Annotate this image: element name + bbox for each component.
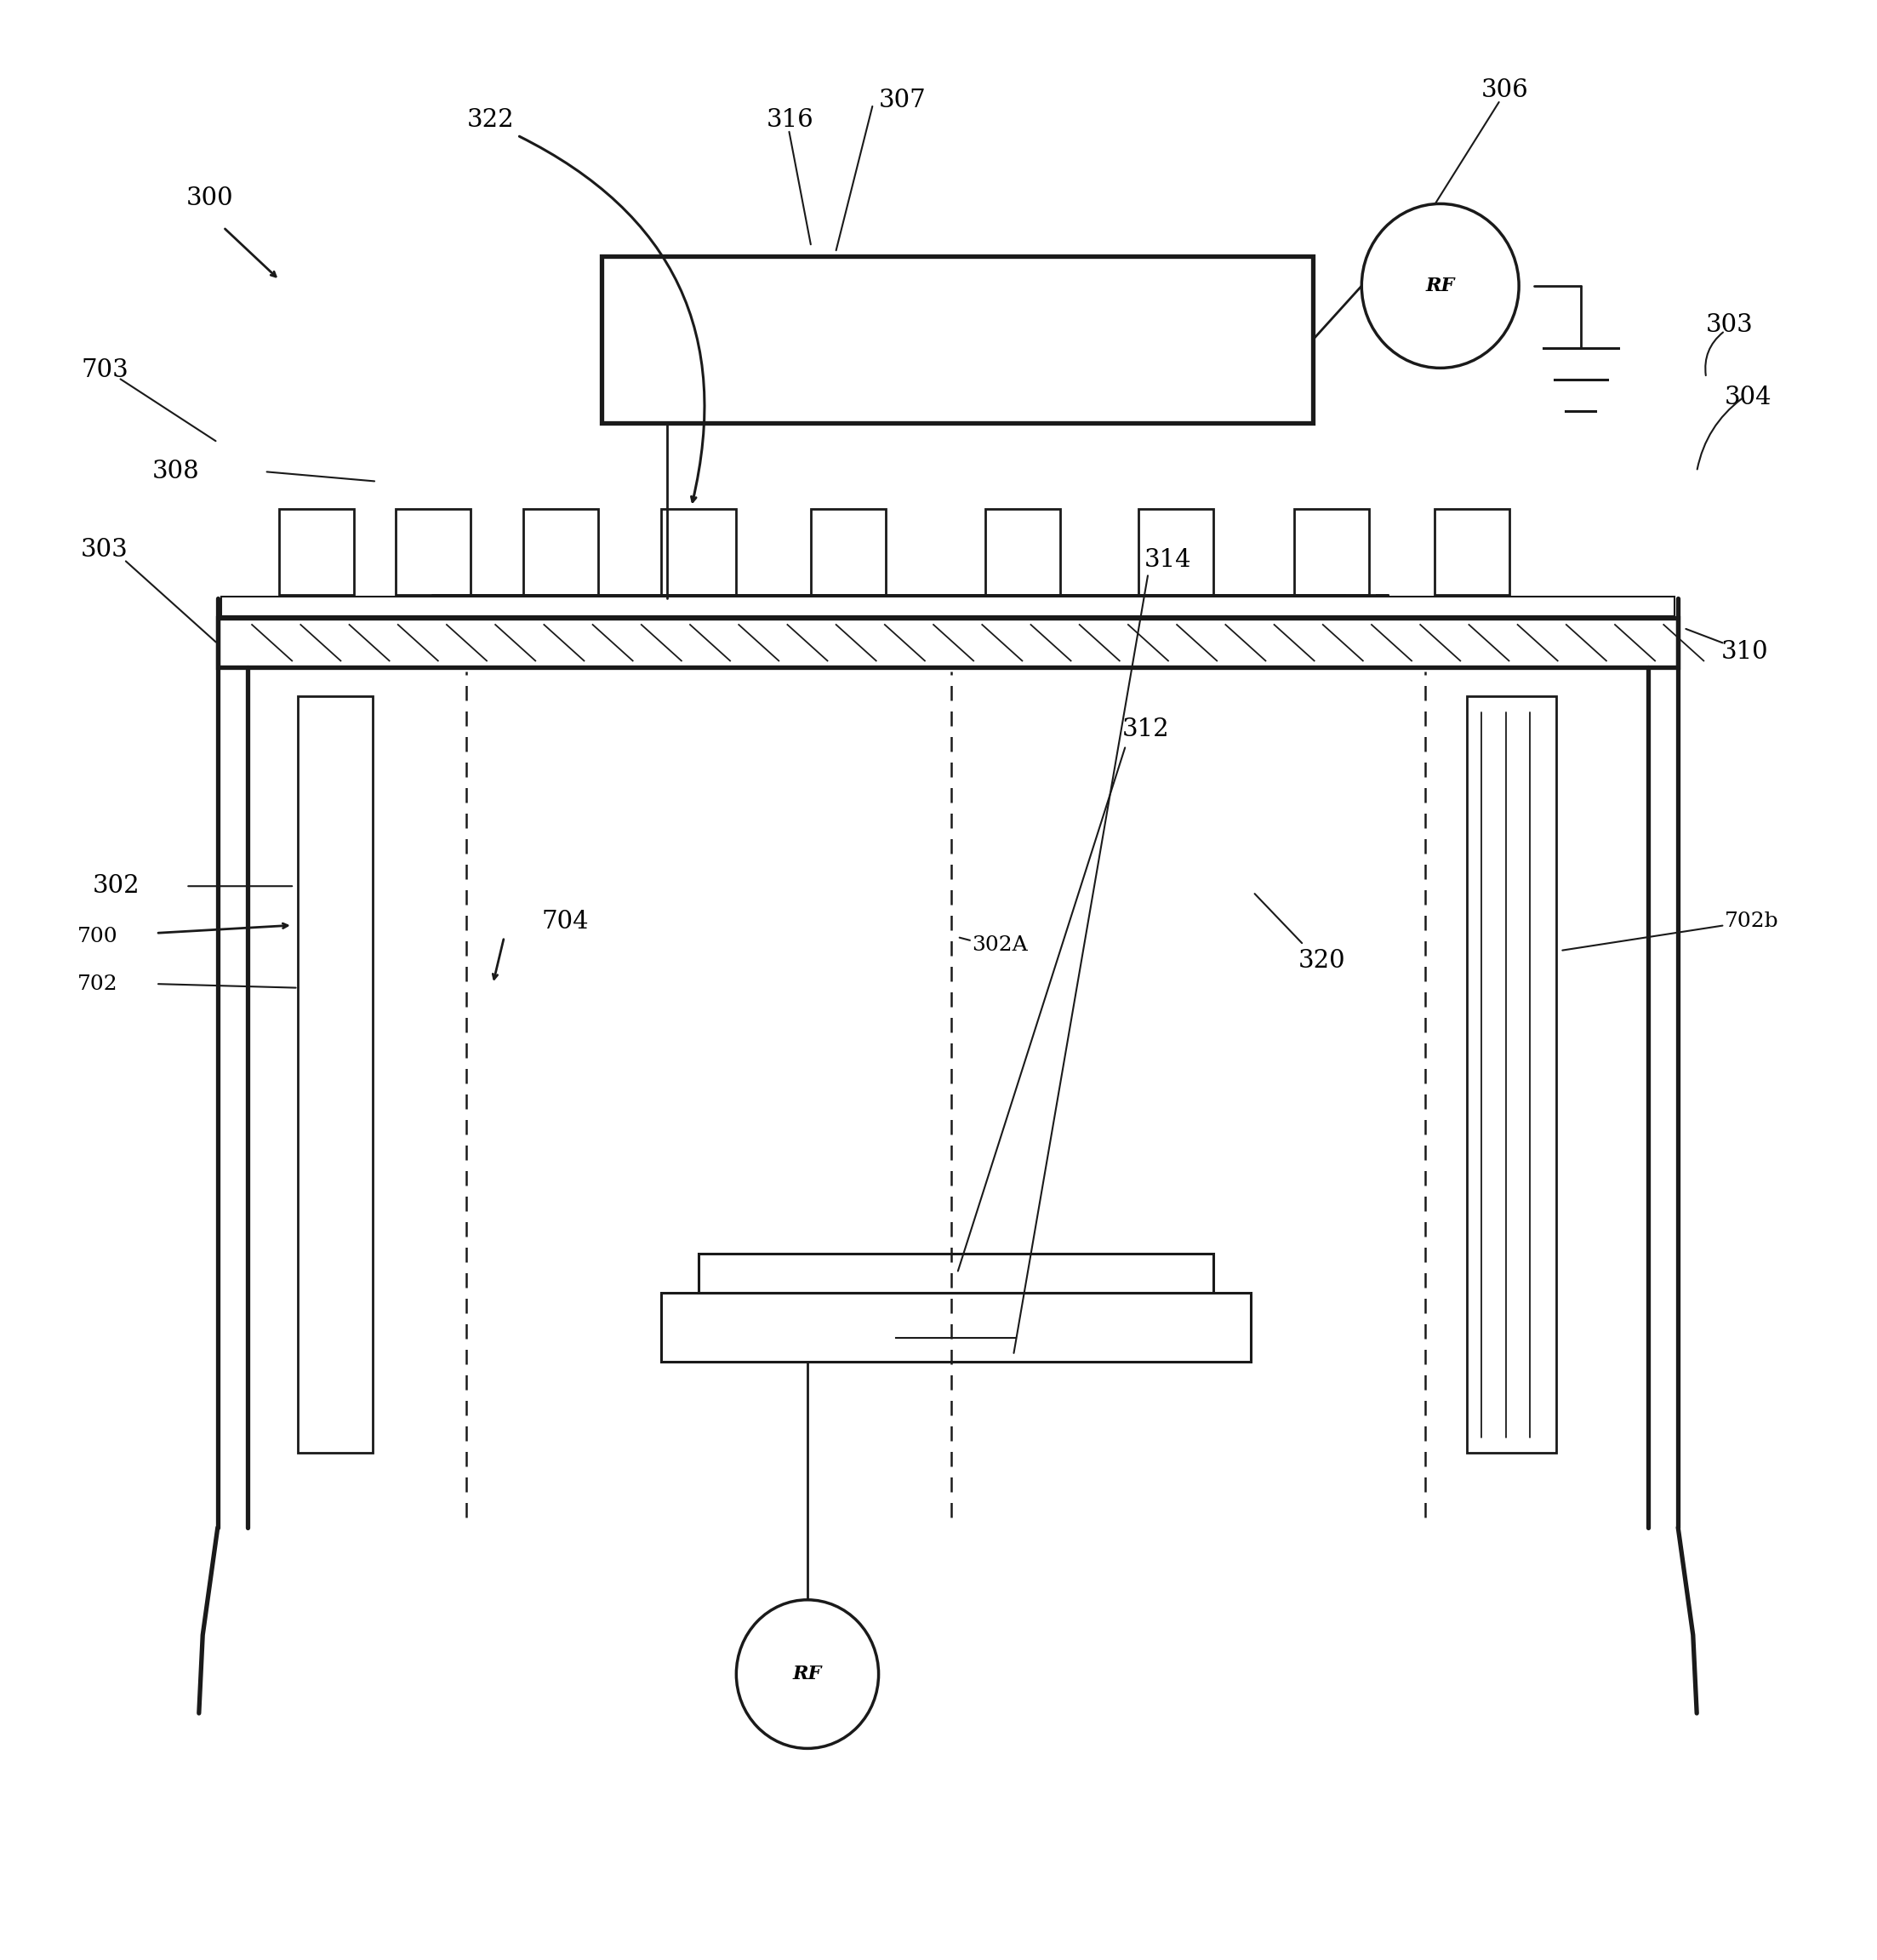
- Text: 312: 312: [1122, 717, 1169, 741]
- Text: 316: 316: [766, 108, 815, 131]
- Bar: [396, 510, 471, 594]
- Bar: [298, 696, 374, 1452]
- Bar: [985, 510, 1061, 594]
- Bar: [601, 257, 1312, 423]
- Text: 314: 314: [1145, 547, 1192, 572]
- Text: 302: 302: [92, 874, 139, 898]
- Circle shape: [736, 1599, 878, 1748]
- Text: 303: 303: [1706, 314, 1753, 337]
- Text: 306: 306: [1481, 78, 1530, 102]
- Bar: [221, 596, 1674, 615]
- Text: 304: 304: [1725, 386, 1772, 410]
- Text: 302A: 302A: [972, 935, 1029, 955]
- Text: 307: 307: [878, 88, 925, 112]
- Bar: [1139, 510, 1214, 594]
- Text: 310: 310: [1721, 639, 1768, 662]
- Text: 303: 303: [81, 537, 128, 563]
- Text: RF: RF: [1427, 276, 1455, 296]
- Bar: [1295, 510, 1368, 594]
- Text: 300: 300: [186, 186, 233, 210]
- Bar: [524, 510, 597, 594]
- Bar: [1466, 696, 1556, 1452]
- Text: 704: 704: [542, 909, 589, 933]
- Bar: [661, 510, 736, 594]
- Circle shape: [1361, 204, 1518, 368]
- Bar: [1434, 510, 1509, 594]
- Bar: [698, 1254, 1214, 1294]
- Bar: [661, 1294, 1252, 1362]
- Text: 703: 703: [81, 359, 128, 382]
- Bar: [811, 510, 886, 594]
- Text: 320: 320: [1299, 949, 1346, 972]
- Text: 700: 700: [77, 927, 118, 947]
- Text: RF: RF: [792, 1664, 822, 1684]
- Text: 322: 322: [467, 108, 514, 131]
- Text: 702b: 702b: [1725, 911, 1779, 931]
- Text: 308: 308: [152, 461, 199, 484]
- Bar: [280, 510, 355, 594]
- Text: 702: 702: [77, 974, 118, 994]
- Bar: [218, 617, 1678, 666]
